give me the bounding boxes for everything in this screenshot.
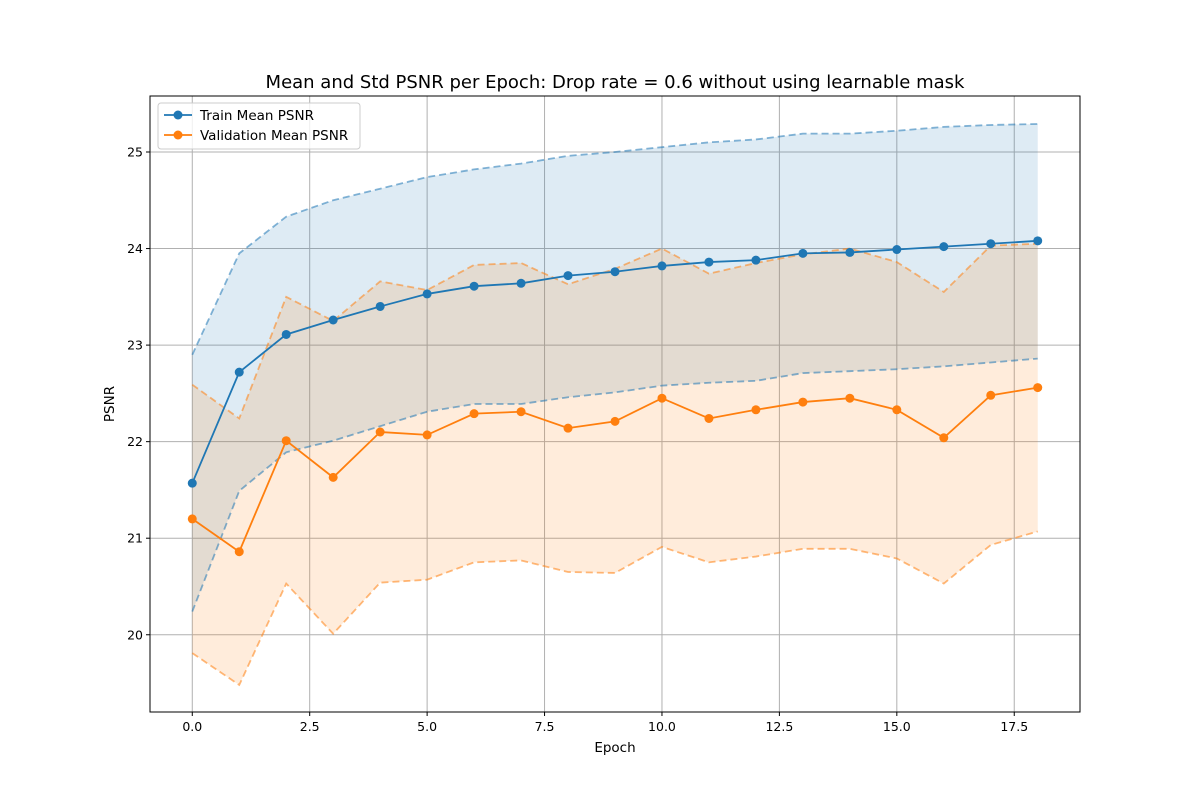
validation-mean-psnr-point: [986, 390, 996, 400]
x-tick-label: 15.0: [883, 719, 911, 734]
x-tick-label: 17.5: [1000, 719, 1028, 734]
train-mean-psnr-point: [657, 261, 667, 271]
train-mean-psnr-upper-bound: [191, 123, 1038, 356]
train-mean-psnr-point: [798, 248, 808, 258]
train-mean-psnr-point: [375, 301, 385, 311]
plot-frame: [149, 95, 1081, 713]
validation-mean-psnr-point: [939, 433, 949, 443]
x-tick-label: 5.0: [417, 719, 437, 734]
validation-mean-psnr-point: [798, 397, 808, 407]
std-bands: [191, 123, 1038, 687]
validation-mean-psnr-point: [422, 430, 432, 440]
x-tick-label: 7.5: [535, 719, 555, 734]
validation-mean-psnr-point: [234, 547, 244, 557]
train-mean-psnr-point: [563, 271, 573, 281]
legend-box: [157, 102, 361, 150]
y-axis-ticks: 20 21 22 23 24 25: [127, 145, 150, 642]
legend-label-train: Train Mean PSNR: [199, 108, 314, 124]
chart-title: Mean and Std PSNR per Epoch: Drop rate =…: [266, 72, 965, 93]
y-tick-label: 20: [127, 627, 143, 642]
validation-mean-psnr-lower-bound: [191, 530, 1038, 687]
x-tick-label: 10.0: [648, 719, 676, 734]
train-mean-psnr-point: [1033, 236, 1043, 246]
validation-mean-psnr-point: [751, 405, 761, 415]
train-mean-psnr-point: [469, 281, 479, 291]
train-mean-psnr-point: [939, 242, 949, 252]
train-mean-psnr-point: [234, 367, 244, 377]
y-tick-label: 25: [127, 145, 143, 160]
validation-mean-psnr-std-band: [192, 243, 1038, 685]
validation-mean-psnr-point: [845, 393, 855, 403]
validation-mean-psnr-point: [281, 436, 291, 446]
validation-mean-psnr-point: [328, 472, 338, 482]
train-mean-psnr-point: [516, 278, 526, 288]
x-axis-label: Epoch: [594, 740, 635, 756]
x-axis-ticks: 0.0 2.5 5.0 7.5 10.0 12.5 15.0 17.5: [182, 712, 1028, 734]
validation-mean-psnr-point: [892, 405, 902, 415]
legend: Train Mean PSNR Validation Mean PSNR: [157, 102, 361, 150]
train-mean-psnr-point: [986, 239, 996, 249]
train-mean-psnr-point: [187, 478, 197, 488]
train-mean-psnr-point: [892, 245, 902, 255]
x-tick-label: 0.0: [182, 719, 202, 734]
y-tick-label: 23: [127, 338, 143, 353]
y-tick-label: 21: [127, 531, 143, 546]
y-axis-label: PSNR: [102, 386, 118, 422]
train-mean-psnr-point: [751, 255, 761, 265]
train-mean-psnr-point: [845, 247, 855, 257]
validation-mean-psnr-point: [1033, 383, 1043, 393]
x-tick-label: 12.5: [765, 719, 793, 734]
train-mean-psnr-point: [328, 315, 338, 325]
y-tick-label: 24: [127, 241, 143, 256]
validation-mean-psnr-point: [516, 407, 526, 417]
train-mean-psnr-point: [422, 289, 432, 299]
train-mean-psnr-std-band: [192, 124, 1038, 612]
x-tick-label: 2.5: [300, 719, 320, 734]
train-mean-psnr-lower-bound: [191, 357, 1038, 612]
legend-label-validation: Validation Mean PSNR: [200, 128, 348, 144]
validation-mean-psnr-point: [657, 393, 667, 403]
validation-mean-psnr-point: [375, 427, 385, 437]
validation-mean-psnr-point: [187, 514, 197, 524]
validation-mean-psnr-point: [563, 423, 573, 433]
train-mean-psnr-point: [610, 267, 620, 277]
validation-mean-psnr-point: [469, 409, 479, 419]
legend-marker-train: [173, 110, 183, 120]
legend-marker-validation: [173, 130, 183, 140]
series-lines: [187, 236, 1043, 557]
validation-mean-psnr-point: [704, 413, 714, 423]
train-mean-psnr-point: [704, 257, 714, 267]
train-mean-psnr-point: [281, 329, 291, 339]
validation-mean-psnr-point: [610, 416, 620, 426]
y-tick-label: 22: [127, 434, 143, 449]
